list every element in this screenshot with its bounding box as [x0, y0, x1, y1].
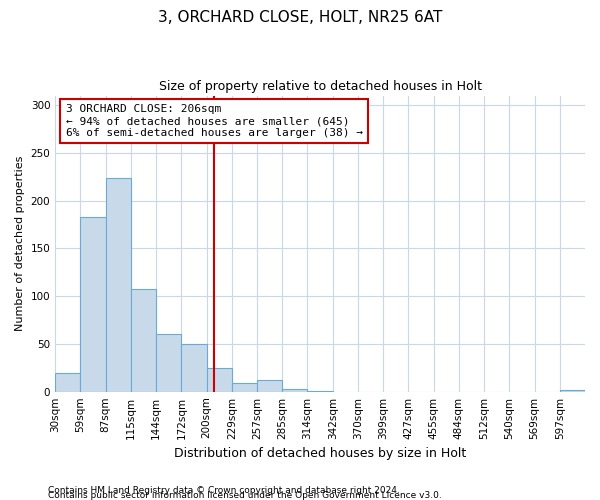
X-axis label: Distribution of detached houses by size in Holt: Distribution of detached houses by size … [174, 447, 466, 460]
Text: Contains public sector information licensed under the Open Government Licence v3: Contains public sector information licen… [48, 491, 442, 500]
Title: Size of property relative to detached houses in Holt: Size of property relative to detached ho… [158, 80, 482, 93]
Bar [282, 389, 307, 392]
Bar [55, 372, 80, 392]
Y-axis label: Number of detached properties: Number of detached properties [15, 156, 25, 332]
Bar [307, 390, 332, 392]
Text: Contains HM Land Registry data © Crown copyright and database right 2024.: Contains HM Land Registry data © Crown c… [48, 486, 400, 495]
Text: 3 ORCHARD CLOSE: 206sqm
← 94% of detached houses are smaller (645)
6% of semi-de: 3 ORCHARD CLOSE: 206sqm ← 94% of detache… [66, 104, 363, 138]
Bar [206, 368, 232, 392]
Bar [80, 217, 106, 392]
Bar [181, 344, 206, 392]
Text: 3, ORCHARD CLOSE, HOLT, NR25 6AT: 3, ORCHARD CLOSE, HOLT, NR25 6AT [158, 10, 442, 25]
Bar [232, 383, 257, 392]
Bar [257, 380, 282, 392]
Bar [560, 390, 585, 392]
Bar [156, 334, 181, 392]
Bar [131, 290, 156, 392]
Bar [106, 178, 131, 392]
